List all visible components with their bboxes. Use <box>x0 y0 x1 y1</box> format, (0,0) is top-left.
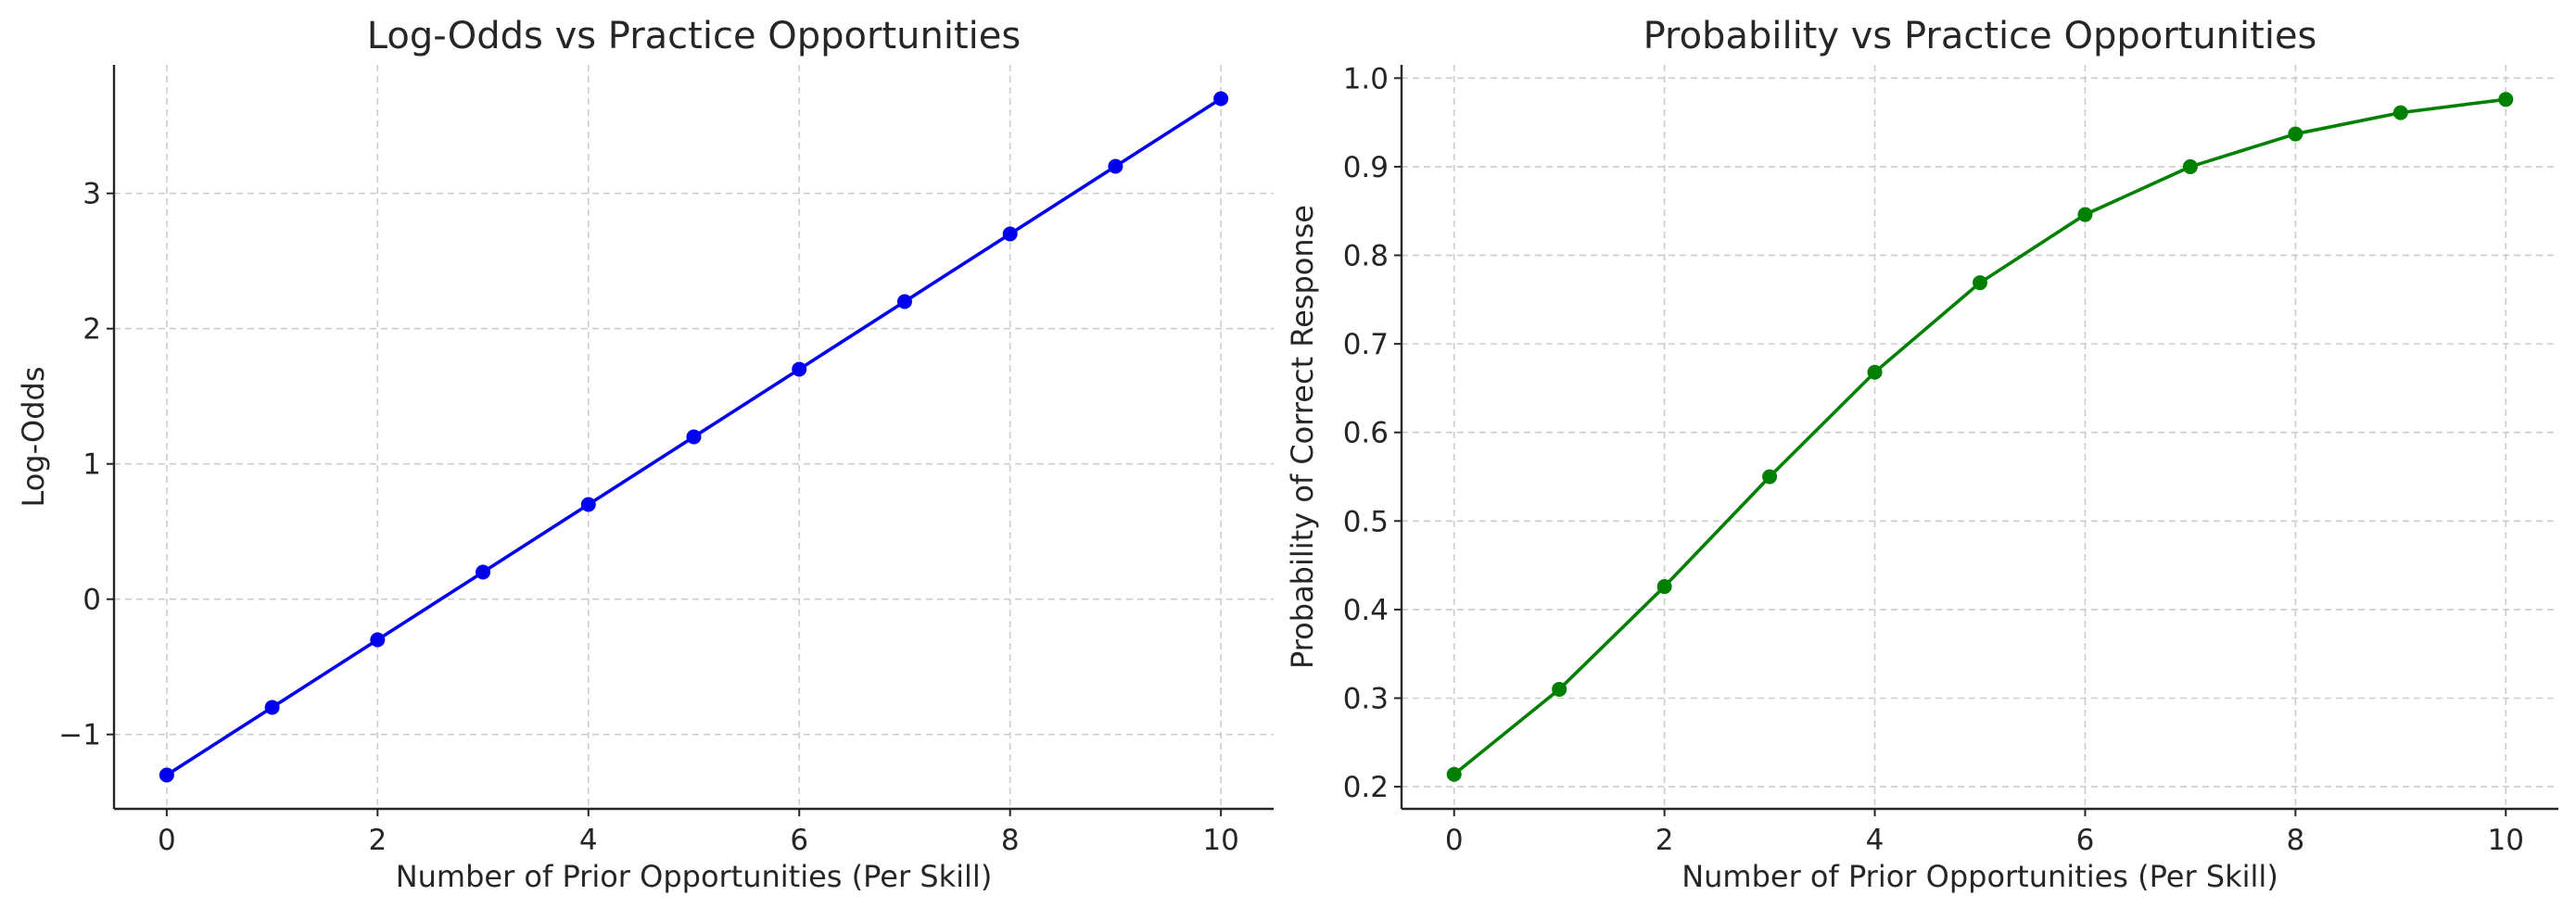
data-point <box>1867 364 1883 380</box>
x-tick-label: 0 <box>1445 824 1464 857</box>
data-point <box>370 632 386 648</box>
y-tick-label: 0 <box>82 584 101 617</box>
data-point <box>2077 207 2093 222</box>
log-odds-chart: 0 2 4 6 8 10 −1 0 1 2 3 Log-Odds vs Practice Opport… <box>16 15 1274 894</box>
y-tick-label: 0.9 <box>1343 151 1389 184</box>
x-tick-label: 0 <box>158 824 176 857</box>
data-point <box>2498 92 2514 107</box>
data-point <box>792 361 807 377</box>
x-tick-label: 4 <box>579 824 598 857</box>
y-tick-label: −1 <box>58 719 101 752</box>
y-tick-label: 0.4 <box>1343 594 1389 627</box>
data-point <box>2392 105 2408 120</box>
y-tick-label: 0.6 <box>1343 417 1389 450</box>
probability-chart: 0 2 4 6 8 10 0.2 0.3 0.4 0.5 0.6 0.7 0.8 0.9 1.0 Probab… <box>1285 15 2558 894</box>
y-tick-label: 3 <box>82 178 101 211</box>
y-tick-label: 1 <box>82 448 101 482</box>
x-tick-label: 6 <box>2076 824 2095 857</box>
y-axis-label: Probability of Correct Response <box>1285 205 1320 669</box>
data-point <box>580 497 596 512</box>
data-point <box>1108 158 1123 174</box>
series-line <box>1453 97 2506 776</box>
x-tick-label: 8 <box>2286 824 2304 857</box>
data-point <box>159 767 174 783</box>
data-point <box>476 564 491 580</box>
data-point <box>1002 226 1018 242</box>
x-axis-label: Number of Prior Opportunities (Per Skill… <box>1681 859 2278 894</box>
y-axis-label: Log-Odds <box>16 366 51 507</box>
x-tick-label: 10 <box>1202 824 1238 857</box>
data-point <box>1446 766 1462 782</box>
x-tick-label: 2 <box>368 824 387 857</box>
data-point <box>686 429 702 445</box>
x-tick-label: 6 <box>790 824 808 857</box>
y-tick-label: 0.2 <box>1343 771 1389 804</box>
x-tick-label: 10 <box>2488 824 2524 857</box>
chart-title: Log-Odds vs Practice Opportunities <box>367 15 1021 57</box>
y-tick-label: 0.8 <box>1343 240 1389 273</box>
data-point <box>264 700 280 715</box>
data-point <box>896 294 912 309</box>
x-tick-label: 4 <box>1866 824 1884 857</box>
y-tick-label: 0.3 <box>1343 683 1389 716</box>
y-tick-label: 0.7 <box>1343 328 1389 361</box>
y-tick-label: 2 <box>82 313 101 347</box>
x-axis-label: Number of Prior Opportunities (Per Skill… <box>396 859 993 894</box>
x-tick-label: 8 <box>1001 824 1020 857</box>
data-point <box>2182 158 2198 174</box>
data-point <box>1213 91 1229 107</box>
data-point <box>1552 681 1567 697</box>
data-point <box>1762 469 1778 485</box>
chart-title: Probability vs Practice Opportunities <box>1643 15 2317 57</box>
y-tick-label: 1.0 <box>1343 62 1389 95</box>
x-tick-label: 2 <box>1656 824 1674 857</box>
data-point <box>2288 126 2303 142</box>
y-tick-label: 0.5 <box>1343 505 1389 538</box>
data-point <box>1973 275 1987 291</box>
data-point <box>1656 579 1672 595</box>
